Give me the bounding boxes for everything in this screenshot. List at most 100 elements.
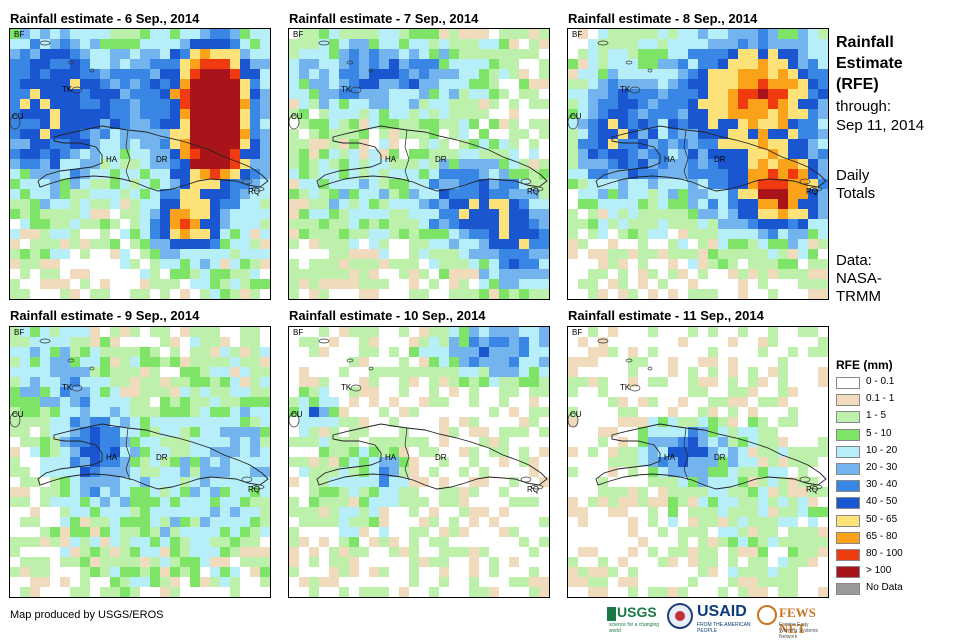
- rainfall-cell: [748, 139, 758, 149]
- rainfall-cell: [539, 59, 549, 69]
- rainfall-cell: [748, 69, 758, 79]
- rainfall-cell: [10, 337, 20, 347]
- rainfall-cell: [140, 537, 150, 547]
- rainfall-cell: [788, 159, 798, 169]
- rainfall-cell: [439, 537, 449, 547]
- rainfall-cell: [708, 199, 718, 209]
- rainfall-cell: [190, 487, 200, 497]
- rainfall-cell: [220, 337, 230, 347]
- rainfall-cell: [419, 337, 429, 347]
- rainfall-cell: [469, 179, 479, 189]
- rainfall-cell: [439, 119, 449, 129]
- rainfall-cell: [818, 69, 828, 79]
- rainfall-cell: [578, 199, 588, 209]
- rainfall-cell: [349, 417, 359, 427]
- rainfall-cell: [738, 537, 748, 547]
- rainfall-cell: [768, 129, 778, 139]
- rainfall-cell: [708, 89, 718, 99]
- rainfall-cell: [170, 357, 180, 367]
- rainfall-cell: [568, 249, 578, 259]
- rainfall-cell: [110, 517, 120, 527]
- rainfall-cell: [489, 557, 499, 567]
- rainfall-cell: [210, 69, 220, 79]
- rainfall-cell: [110, 527, 120, 537]
- rainfall-cell: [359, 357, 369, 367]
- rainfall-cell: [80, 417, 90, 427]
- island-outline: [346, 358, 354, 363]
- rainfall-cell: [648, 347, 658, 357]
- rainfall-cell: [349, 477, 359, 487]
- rainfall-cell: [439, 99, 449, 109]
- rainfall-cell: [30, 377, 40, 387]
- rainfall-cell: [289, 557, 299, 567]
- rainfall-cell: [808, 149, 818, 159]
- rainfall-cell: [808, 347, 818, 357]
- rainfall-cell: [50, 199, 60, 209]
- rainfall-cell: [110, 337, 120, 347]
- rainfall-cell: [140, 119, 150, 129]
- rainfall-cell: [170, 547, 180, 557]
- rainfall-cell: [260, 159, 270, 169]
- rainfall-cell: [140, 407, 150, 417]
- rainfall-cell: [230, 189, 240, 199]
- rainfall-cell: [309, 397, 319, 407]
- rainfall-cell: [180, 119, 190, 129]
- rainfall-cell: [509, 427, 519, 437]
- rainfall-cell: [150, 567, 160, 577]
- rainfall-cell: [728, 427, 738, 437]
- rainfall-cell: [70, 49, 80, 59]
- rainfall-cell: [190, 189, 200, 199]
- rainfall-cell: [479, 269, 489, 279]
- rainfall-cell: [718, 49, 728, 59]
- rainfall-cell: [748, 527, 758, 537]
- rainfall-cell: [130, 239, 140, 249]
- rainfall-cell: [608, 397, 618, 407]
- rainfall-cell: [120, 487, 130, 497]
- rainfall-cell: [90, 99, 100, 109]
- rainfall-cell: [578, 377, 588, 387]
- rainfall-cell: [519, 69, 529, 79]
- rainfall-cell: [70, 427, 80, 437]
- rainfall-cell: [578, 149, 588, 159]
- rainfall-cell: [519, 577, 529, 587]
- rainfall-cell: [220, 239, 230, 249]
- rainfall-cell: [60, 39, 70, 49]
- rainfall-cell: [299, 189, 309, 199]
- rainfall-cell: [70, 337, 80, 347]
- rainfall-cell: [170, 587, 180, 597]
- rainfall-cell: [379, 189, 389, 199]
- rainfall-cell: [60, 219, 70, 229]
- rainfall-cell: [598, 289, 608, 299]
- rainfall-cell: [768, 239, 778, 249]
- rainfall-cell: [489, 357, 499, 367]
- rainfall-cell: [529, 209, 539, 219]
- rainfall-cell: [230, 29, 240, 39]
- rainfall-cell: [140, 367, 150, 377]
- rainfall-cell: [150, 547, 160, 557]
- rainfall-cell: [190, 517, 200, 527]
- rainfall-cell: [648, 327, 658, 337]
- island-outline: [799, 476, 811, 483]
- rainfall-cell: [718, 477, 728, 487]
- rainfall-cell: [638, 119, 648, 129]
- rainfall-cell: [200, 537, 210, 547]
- rainfall-cell: [180, 179, 190, 189]
- rainfall-grid: [289, 327, 549, 597]
- rainfall-cell: [150, 537, 160, 547]
- rainfall-cell: [200, 289, 210, 299]
- rainfall-cell: [240, 377, 250, 387]
- rainfall-cell: [20, 289, 30, 299]
- rainfall-cell: [60, 109, 70, 119]
- rainfall-cell: [648, 269, 658, 279]
- rainfall-cell: [220, 159, 230, 169]
- rainfall-cell: [688, 279, 698, 289]
- rainfall-cell: [738, 507, 748, 517]
- rainfall-cell: [160, 99, 170, 109]
- rainfall-cell: [299, 457, 309, 467]
- rainfall-cell: [140, 507, 150, 517]
- rainfall-cell: [529, 89, 539, 99]
- rainfall-cell: [728, 397, 738, 407]
- rainfall-cell: [220, 427, 230, 437]
- rainfall-cell: [509, 59, 519, 69]
- rainfall-cell: [190, 557, 200, 567]
